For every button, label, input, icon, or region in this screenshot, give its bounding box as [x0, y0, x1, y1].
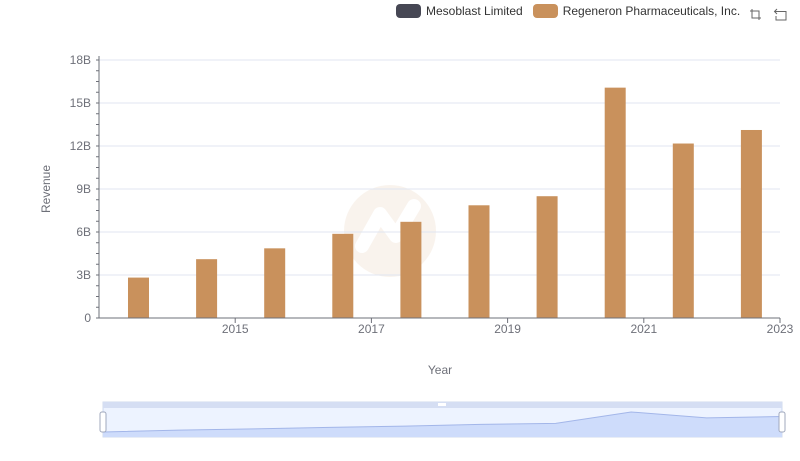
legend-item-regeneron[interactable]: Regeneron Pharmaceuticals, Inc. — [532, 4, 741, 18]
legend-label-regeneron: Regeneron Pharmaceuticals, Inc. — [562, 4, 741, 18]
bar-regeneron[interactable] — [468, 205, 490, 318]
bar-regeneron[interactable] — [536, 196, 558, 318]
y-tick-label: 3B — [76, 268, 91, 282]
legend: Mesoblast Limited Regeneron Pharmaceutic… — [396, 4, 750, 18]
data-zoom-handle-right[interactable] — [778, 411, 786, 433]
y-tick-label: 12B — [70, 139, 91, 153]
y-tick-label: 9B — [76, 182, 91, 196]
data-zoom-slider[interactable] — [99, 401, 786, 438]
data-zoom-selection[interactable] — [103, 408, 782, 437]
legend-item-mesoblast[interactable]: Mesoblast Limited — [396, 4, 523, 18]
bar-regeneron[interactable] — [127, 277, 149, 318]
x-tick-label: 2017 — [358, 322, 385, 336]
bar-regeneron[interactable] — [332, 233, 354, 318]
zoom-icon[interactable] — [748, 7, 763, 22]
data-zoom-area — [103, 412, 782, 437]
x-tick-label: 2019 — [494, 322, 521, 336]
data-zoom-handle-left[interactable] — [99, 411, 107, 433]
legend-swatch-mesoblast — [396, 4, 421, 18]
x-tick-label: 2023 — [767, 322, 794, 336]
watermark-logo — [344, 185, 436, 277]
toolbox — [748, 7, 798, 22]
restore-icon[interactable] — [773, 7, 788, 22]
bar-regeneron[interactable] — [740, 129, 762, 318]
x-tick-label: 2015 — [222, 322, 249, 336]
y-tick-label: 6B — [76, 225, 91, 239]
bar-regeneron[interactable] — [400, 221, 422, 318]
legend-swatch-regeneron — [532, 4, 558, 18]
x-tick-label: 2021 — [630, 322, 657, 336]
legend-label-mesoblast: Mesoblast Limited — [426, 4, 523, 18]
y-axis-title: Revenue — [39, 165, 53, 213]
y-tick-label: 18B — [70, 53, 91, 67]
y-tick-label: 15B — [70, 96, 91, 110]
data-zoom-line — [102, 411, 783, 433]
y-tick-label: 0 — [84, 311, 91, 325]
bar-regeneron[interactable] — [604, 87, 626, 318]
bar-regeneron[interactable] — [672, 143, 694, 318]
x-axis-title: Year — [428, 363, 452, 377]
bar-regeneron[interactable] — [196, 259, 218, 318]
bar-regeneron[interactable] — [264, 248, 286, 318]
data-zoom-grip[interactable] — [438, 403, 446, 406]
